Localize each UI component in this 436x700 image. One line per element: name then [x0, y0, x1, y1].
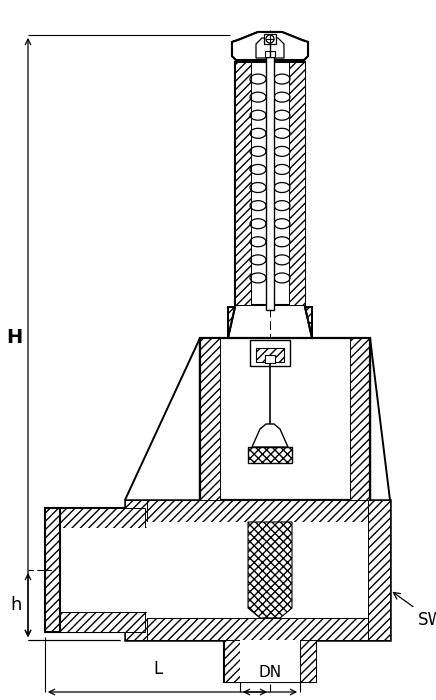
Polygon shape — [289, 62, 305, 305]
Text: L: L — [153, 660, 162, 678]
Polygon shape — [232, 32, 308, 60]
Bar — [224, 640, 316, 682]
Polygon shape — [368, 500, 390, 640]
Bar — [45, 508, 60, 632]
Bar — [266, 57, 274, 310]
Polygon shape — [256, 38, 284, 58]
Polygon shape — [350, 338, 370, 500]
Bar — [235, 62, 305, 305]
Bar — [265, 355, 275, 363]
Polygon shape — [125, 500, 147, 640]
Bar — [265, 51, 275, 57]
Polygon shape — [232, 32, 308, 60]
Polygon shape — [60, 508, 145, 528]
Polygon shape — [305, 307, 312, 338]
Bar — [240, 640, 300, 682]
Bar — [264, 34, 276, 44]
Polygon shape — [300, 640, 316, 682]
Text: h: h — [10, 596, 22, 614]
Bar — [125, 500, 390, 640]
Text: DN: DN — [259, 665, 282, 680]
Polygon shape — [125, 618, 390, 640]
Circle shape — [266, 35, 274, 43]
Polygon shape — [235, 62, 251, 305]
Bar — [60, 528, 145, 612]
Bar — [60, 508, 145, 632]
Bar — [250, 340, 290, 366]
Bar — [200, 338, 370, 500]
Polygon shape — [224, 640, 240, 682]
Bar — [147, 522, 368, 618]
Polygon shape — [228, 307, 235, 338]
Polygon shape — [200, 338, 220, 500]
Bar — [248, 447, 292, 463]
Text: H: H — [6, 328, 22, 347]
Polygon shape — [125, 500, 390, 522]
Polygon shape — [60, 612, 145, 632]
Polygon shape — [252, 424, 288, 447]
Bar — [123, 528, 149, 612]
Polygon shape — [248, 522, 292, 618]
Bar — [256, 348, 284, 362]
Text: SW: SW — [393, 592, 436, 629]
